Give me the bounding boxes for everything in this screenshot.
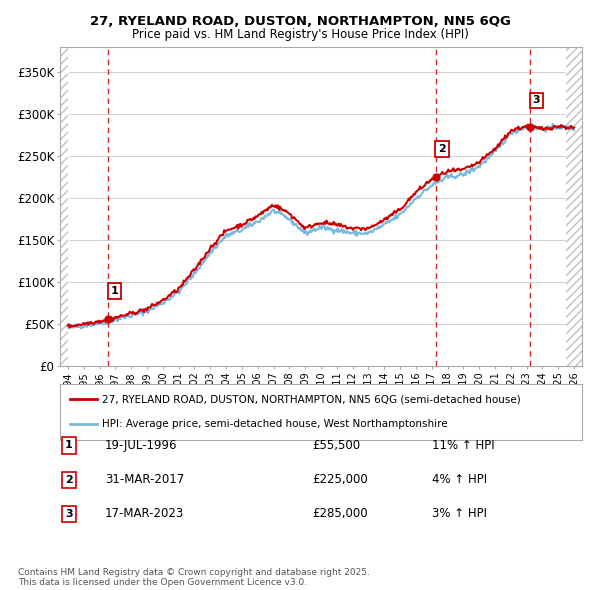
Text: £225,000: £225,000: [312, 473, 368, 486]
Text: 1: 1: [110, 286, 118, 296]
Text: 3% ↑ HPI: 3% ↑ HPI: [432, 507, 487, 520]
Text: 27, RYELAND ROAD, DUSTON, NORTHAMPTON, NN5 6QG: 27, RYELAND ROAD, DUSTON, NORTHAMPTON, N…: [89, 15, 511, 28]
Text: £55,500: £55,500: [312, 439, 360, 452]
Text: HPI: Average price, semi-detached house, West Northamptonshire: HPI: Average price, semi-detached house,…: [102, 419, 448, 429]
Text: 1: 1: [65, 441, 73, 450]
Text: £285,000: £285,000: [312, 507, 368, 520]
Text: 4% ↑ HPI: 4% ↑ HPI: [432, 473, 487, 486]
Bar: [60, 47, 68, 366]
Text: 3: 3: [65, 509, 73, 519]
Text: 2: 2: [65, 475, 73, 484]
Text: 31-MAR-2017: 31-MAR-2017: [105, 473, 184, 486]
Text: 2: 2: [438, 144, 446, 154]
Text: 19-JUL-1996: 19-JUL-1996: [105, 439, 178, 452]
Bar: [60, 47, 68, 366]
Text: 17-MAR-2023: 17-MAR-2023: [105, 507, 184, 520]
Text: Price paid vs. HM Land Registry's House Price Index (HPI): Price paid vs. HM Land Registry's House …: [131, 28, 469, 41]
Text: 27, RYELAND ROAD, DUSTON, NORTHAMPTON, NN5 6QG (semi-detached house): 27, RYELAND ROAD, DUSTON, NORTHAMPTON, N…: [102, 394, 521, 404]
Text: Contains HM Land Registry data © Crown copyright and database right 2025.
This d: Contains HM Land Registry data © Crown c…: [18, 568, 370, 587]
Text: 3: 3: [532, 96, 540, 106]
Bar: [566, 47, 582, 366]
Text: 11% ↑ HPI: 11% ↑ HPI: [432, 439, 494, 452]
Bar: [566, 47, 582, 366]
